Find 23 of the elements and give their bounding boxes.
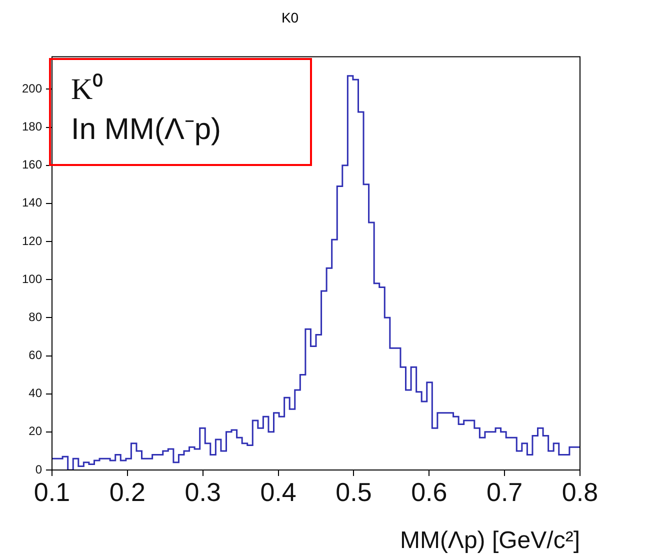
- x-tick-label: 0.8: [562, 476, 598, 507]
- y-tick-label: 40: [28, 386, 42, 400]
- y-tick-label: 180: [22, 120, 42, 134]
- x-axis-title: MM(Λp) [GeV/c²]: [400, 527, 580, 554]
- y-tick-label: 120: [22, 234, 42, 248]
- y-tick-label: 140: [22, 196, 42, 210]
- y-tick-label: 80: [28, 310, 42, 324]
- y-tick-label: 200: [22, 81, 42, 96]
- x-tick-label: 0.4: [260, 476, 296, 507]
- annotation: K⁰: [71, 72, 105, 108]
- y-tick-label: 60: [28, 348, 42, 362]
- x-tick-label: 0.2: [109, 476, 146, 507]
- x-tick-label: 0.7: [486, 476, 523, 507]
- x-tick-label: 0.5: [336, 476, 372, 507]
- annotation: In MM(Λ⁻p): [71, 112, 222, 148]
- y-tick-label: 100: [22, 272, 42, 286]
- y-tick-label: 160: [22, 158, 42, 172]
- x-tick-label: 0.3: [184, 476, 221, 507]
- y-tick-label: 0: [35, 462, 42, 476]
- y-tick-label: 20: [28, 424, 42, 438]
- chart-title: K0: [281, 9, 299, 26]
- x-tick-label: 0.6: [411, 476, 448, 507]
- x-tick-label: 0.1: [34, 476, 70, 507]
